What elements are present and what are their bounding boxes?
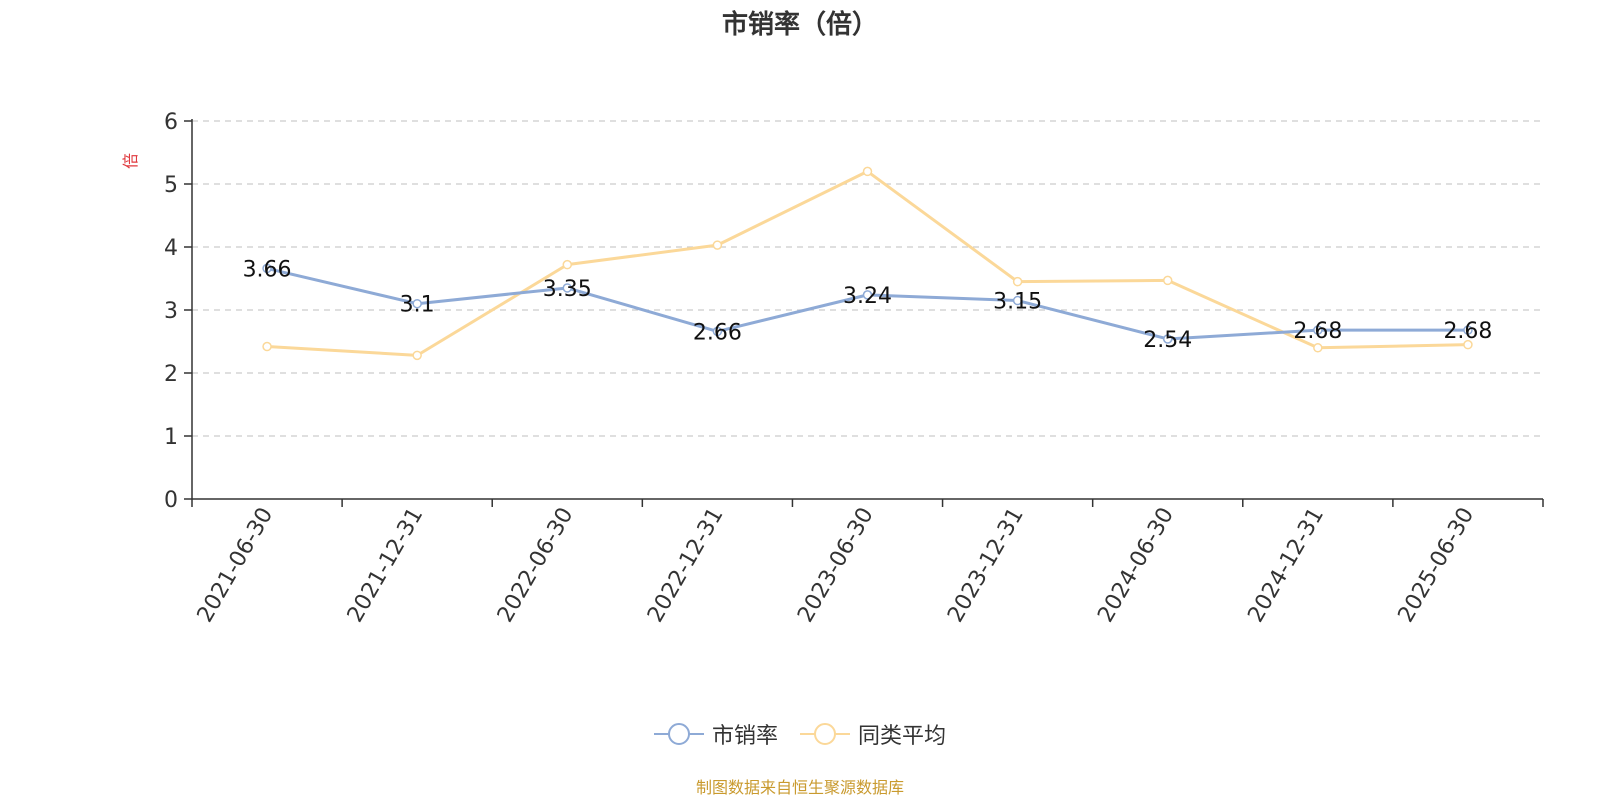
y-tick-label-6: 6	[164, 110, 178, 135]
series-2-point-0	[262, 341, 272, 352]
series-1-point-2	[562, 283, 573, 293]
series-2-point-6	[1162, 275, 1173, 286]
data-label-2: 3.35	[543, 277, 592, 302]
series-1-point-3	[712, 326, 723, 337]
x-tick-label-5: 2023-12-31	[943, 504, 1029, 627]
y-tick-label-0: 0	[164, 488, 178, 513]
data-label-1: 3.1	[400, 293, 435, 318]
data-label-0: 3.66	[243, 257, 292, 282]
data-label-5: 3.15	[993, 290, 1042, 315]
series-2-point-8	[1463, 339, 1473, 350]
series-2-point-5	[1012, 276, 1023, 287]
series-2-point-7	[1313, 343, 1323, 353]
series-2-point-1	[412, 350, 422, 361]
legend-item-series-2[interactable]: 同类平均	[800, 718, 946, 750]
x-tick-label-6: 2024-06-30	[1093, 504, 1179, 627]
series-2-point-3	[712, 240, 723, 250]
series-1-point-4	[862, 290, 873, 300]
series-2-point-2	[562, 259, 573, 270]
x-tick-label-3: 2022-12-31	[643, 504, 729, 627]
y-tick-label-2: 2	[164, 362, 178, 387]
series-1-point-6	[1162, 334, 1173, 344]
legend-label-series-1: 市销率	[711, 724, 778, 749]
source-note: 制图数据来自恒生聚源数据库	[695, 778, 904, 797]
y-tick-label-4: 4	[164, 236, 178, 261]
legend-label-series-2: 同类平均	[858, 724, 947, 749]
legend-item-series-1[interactable]: 市销率	[653, 718, 778, 750]
series-lines	[262, 166, 1473, 361]
series-2-point-4	[862, 166, 873, 177]
x-tick-label-1: 2021-12-31	[343, 503, 429, 626]
series-1-point-5	[1012, 295, 1023, 306]
y-axis-label: 倍	[121, 153, 140, 169]
legend-symbol-series-2	[800, 723, 850, 745]
data-label-3: 2.66	[693, 320, 742, 345]
y-tick-label-5: 5	[164, 173, 178, 198]
x-tick-label-7: 2024-12-31	[1243, 504, 1329, 627]
legend-symbol-series-1	[653, 723, 704, 745]
x-tick-label-8: 2025-06-30	[1394, 504, 1480, 627]
series-1-point-7	[1313, 325, 1323, 335]
data-label-6: 2.54	[1143, 328, 1192, 353]
axes: 0 1 2 3 4 5 6 2021-06-30 2021-12-31 2022-06-30 202…	[164, 110, 1544, 627]
series-1-point-1	[412, 298, 422, 309]
chart-title: 市销率（倍）	[721, 10, 878, 40]
x-tick-label-0: 2021-06-30	[193, 504, 279, 627]
data-label-4: 3.24	[843, 284, 892, 309]
data-labels: 3.66 3.1 3.35 2.66 3.24 3.15 2.54 2.68 2.68	[243, 257, 1493, 353]
series-line-2	[266, 169, 1468, 357]
x-tick-label-4: 2023-06-30	[793, 504, 879, 627]
series-1-point-8	[1463, 325, 1473, 335]
data-label-8: 2.68	[1443, 319, 1492, 344]
data-label-7: 2.68	[1293, 319, 1342, 344]
grid-lines	[192, 120, 1543, 437]
x-tick-label-2: 2022-06-30	[493, 504, 579, 627]
y-tick-label-3: 3	[164, 299, 178, 324]
y-tick-label-1: 1	[164, 425, 178, 450]
series-1-point-0	[262, 263, 272, 274]
legend: 市销率 同类平均	[0, 718, 1600, 750]
